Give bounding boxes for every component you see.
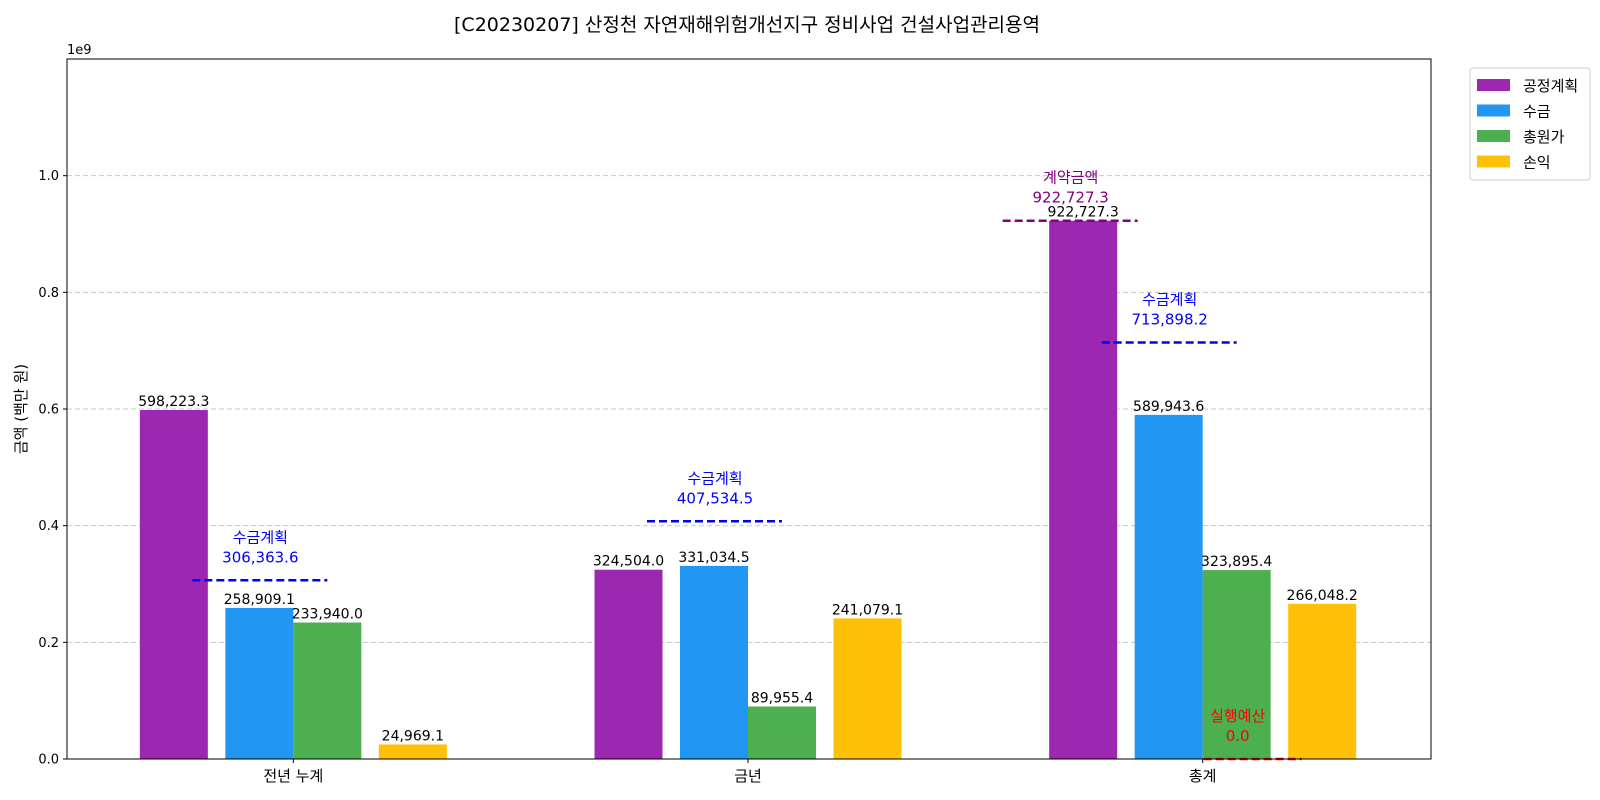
legend-box bbox=[1469, 67, 1591, 181]
bar bbox=[594, 569, 663, 759]
y-tick-label: 0.4 bbox=[38, 519, 59, 534]
bar-value-label: 598,223.3 bbox=[138, 394, 209, 410]
bar bbox=[225, 607, 294, 759]
y-tick-label: 0.8 bbox=[38, 286, 59, 301]
reference-line-value: 0.0 bbox=[1226, 727, 1250, 745]
bar-value-label: 89,955.4 bbox=[751, 691, 813, 707]
bar-value-label: 241,079.1 bbox=[832, 602, 903, 618]
x-tick-label: 금년 bbox=[734, 767, 762, 785]
legend-swatch bbox=[1477, 104, 1510, 117]
bars bbox=[139, 220, 1357, 759]
y-axis-ticks: 0.0 0.2 0.4 0.6 0.8 1.0 bbox=[38, 169, 67, 768]
reference-line-name: 실행예산 bbox=[1210, 707, 1265, 725]
y-tick-label: 0.0 bbox=[38, 753, 59, 768]
value-labels: 598,223.3 324,504.0 922,727.3 258,909.1 331,… bbox=[138, 205, 1358, 745]
reference-line-value: 713,898.2 bbox=[1131, 311, 1207, 329]
x-tick-label: 총계 bbox=[1189, 767, 1217, 785]
y-axis-offset-label: 1e9 bbox=[67, 43, 92, 58]
reference-lines: 수금계획 306,363.6 수금계획 407,534.5 수금계획 713,898.2 계… bbox=[192, 169, 1302, 761]
legend-swatch bbox=[1477, 130, 1510, 142]
bar-value-label: 922,727.3 bbox=[1048, 205, 1119, 221]
reference-line-value: 407,534.5 bbox=[677, 489, 753, 507]
reference-line-name: 계약금액 bbox=[1043, 169, 1098, 187]
bar-value-label: 266,048.2 bbox=[1287, 588, 1358, 604]
y-axis-label: 금액 (백만 원) bbox=[12, 364, 30, 454]
bar-value-label: 258,909.1 bbox=[224, 592, 295, 608]
bar-value-label: 324,504.0 bbox=[593, 554, 664, 570]
legend-swatch bbox=[1477, 155, 1510, 168]
chart-title: [C20230207] 산정천 자연재해위험개선지구 정비사업 건설사업관리용역 bbox=[454, 14, 1040, 36]
reference-line-value: 306,363.6 bbox=[222, 548, 298, 566]
bar-value-label: 233,940.0 bbox=[292, 607, 363, 623]
reference-line-value: 922,727.3 bbox=[1032, 189, 1108, 207]
y-tick-label: 1.0 bbox=[38, 169, 59, 184]
bar-value-label: 24,969.1 bbox=[382, 728, 444, 744]
reference-line-name: 수금계획 bbox=[687, 469, 742, 487]
legend-label: 총원가 bbox=[1523, 128, 1565, 146]
reference-line-name: 수금계획 bbox=[1142, 291, 1197, 309]
x-axis-ticks: 전년 누계 금년 총계 bbox=[263, 759, 1216, 785]
y-tick-label: 0.6 bbox=[38, 403, 59, 418]
bar bbox=[139, 410, 208, 759]
bar-value-label: 331,034.5 bbox=[678, 550, 749, 566]
bar-value-label: 589,943.6 bbox=[1133, 399, 1204, 415]
bar bbox=[833, 618, 902, 759]
legend-label: 수금 bbox=[1523, 103, 1551, 121]
bar bbox=[1202, 570, 1271, 759]
legend-label: 공정계획 bbox=[1523, 77, 1578, 95]
bar bbox=[680, 565, 748, 759]
legend-swatch bbox=[1477, 79, 1510, 91]
bar bbox=[1288, 603, 1357, 759]
y-tick-label: 0.2 bbox=[38, 636, 59, 651]
bar bbox=[1049, 220, 1118, 759]
bar bbox=[748, 706, 816, 759]
reference-line-name: 수금계획 bbox=[233, 528, 288, 546]
bar-value-label: 323,895.4 bbox=[1201, 554, 1272, 570]
bar bbox=[378, 744, 447, 759]
bar bbox=[1134, 414, 1203, 759]
x-tick-label: 전년 누계 bbox=[263, 767, 323, 785]
legend-label: 손익 bbox=[1523, 154, 1551, 172]
bar bbox=[293, 622, 362, 759]
